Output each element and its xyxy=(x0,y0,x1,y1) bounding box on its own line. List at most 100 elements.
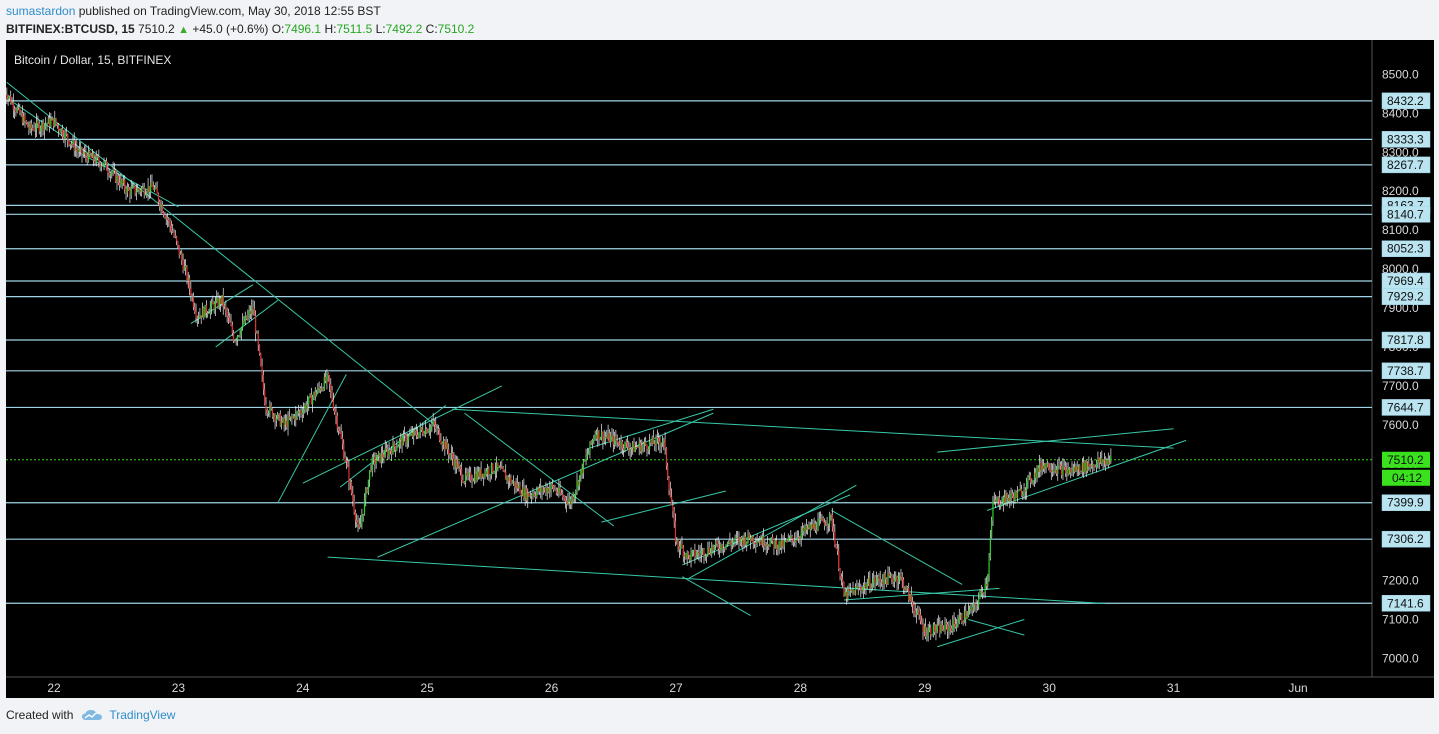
candle-body xyxy=(762,535,765,547)
candle-body xyxy=(835,544,837,549)
candle-body xyxy=(593,438,595,441)
candle-body xyxy=(271,408,274,418)
candle-body xyxy=(839,569,841,577)
candle-body xyxy=(85,152,87,157)
candle-body xyxy=(915,612,918,616)
candle-body xyxy=(1110,456,1112,461)
candle-body xyxy=(537,487,539,492)
candle-body xyxy=(458,464,460,467)
candle-body xyxy=(531,495,533,497)
candle-body xyxy=(617,441,620,446)
candle-body xyxy=(341,438,344,445)
candle-body xyxy=(621,441,623,449)
candle-body xyxy=(451,452,454,459)
candle-body xyxy=(37,121,39,124)
candle-body xyxy=(601,432,603,438)
author-link[interactable]: sumastardon xyxy=(6,4,76,18)
candle-body xyxy=(1061,465,1063,476)
candle-body xyxy=(937,623,940,625)
candle-body xyxy=(781,539,783,548)
candle-body xyxy=(940,624,942,633)
candle-body xyxy=(545,487,547,493)
candle-body xyxy=(558,487,560,494)
tradingview-link[interactable]: TradingView xyxy=(109,708,176,722)
candle-body xyxy=(471,480,473,482)
level-price-label: 7644.7 xyxy=(1387,400,1424,414)
candle-body xyxy=(514,481,516,488)
candle-body xyxy=(165,217,167,219)
candle-body xyxy=(376,454,379,461)
candle-body xyxy=(956,624,958,627)
candle-body xyxy=(625,441,627,443)
candle-body xyxy=(168,219,170,221)
candle-body xyxy=(740,537,743,540)
candle-body xyxy=(213,303,215,310)
candle-body xyxy=(163,212,165,215)
candle-body xyxy=(760,540,762,545)
candle-body xyxy=(1101,457,1103,463)
candle-body xyxy=(720,544,722,551)
candle-body xyxy=(656,437,658,439)
candle-body xyxy=(166,217,169,220)
candle-body xyxy=(963,611,966,623)
candle-body xyxy=(139,190,141,192)
candle-body xyxy=(934,624,936,633)
candle-body xyxy=(1084,460,1086,472)
candle-body xyxy=(494,470,496,473)
candle-body xyxy=(143,187,145,195)
level-price-tag xyxy=(1381,288,1431,305)
candle-body xyxy=(838,550,840,570)
candle-body xyxy=(690,552,692,561)
candle-body xyxy=(1073,467,1076,472)
candle-body xyxy=(788,538,791,540)
candle-body xyxy=(249,311,252,315)
candle-body xyxy=(174,235,176,237)
candle-body xyxy=(742,539,744,545)
price-chart[interactable]: Bitcoin / Dollar, 15, BITFINEX 7000.0 7100… xyxy=(6,40,1434,698)
candle-body xyxy=(861,589,863,592)
candle-body xyxy=(1094,466,1096,468)
candle-body xyxy=(794,539,796,542)
candle-body xyxy=(236,335,239,341)
candle-body xyxy=(660,443,662,446)
candle-body xyxy=(414,429,416,431)
level-price-label: 8140.7 xyxy=(1387,207,1424,221)
candle-body xyxy=(296,411,298,413)
candle-body xyxy=(150,182,152,192)
candle-body xyxy=(385,448,388,450)
candle-body xyxy=(998,497,1001,506)
candle-body xyxy=(266,410,268,414)
candle-body xyxy=(160,204,162,207)
candle-body xyxy=(155,187,157,189)
candle-body xyxy=(949,626,951,628)
candle-body xyxy=(325,376,327,381)
y-tick-label: 7100.0 xyxy=(1382,612,1419,626)
candle-body xyxy=(1059,464,1061,466)
candle-body xyxy=(117,175,119,183)
candle-body xyxy=(426,428,428,433)
candle-body xyxy=(131,186,134,188)
candle-body xyxy=(917,610,919,613)
candle-body xyxy=(748,533,750,539)
candle-body xyxy=(518,485,520,489)
level-price-label: 7929.2 xyxy=(1387,290,1424,304)
candle-body xyxy=(401,437,403,446)
candle-body xyxy=(659,442,661,446)
candle-body xyxy=(312,397,314,405)
level-price-label: 8052.3 xyxy=(1387,242,1424,256)
candle-body xyxy=(177,241,179,246)
candle-body xyxy=(244,316,246,324)
candle-body xyxy=(54,118,56,127)
candle-body xyxy=(615,436,617,441)
candle-body xyxy=(1070,468,1072,473)
candle-body xyxy=(914,611,916,616)
candle-body xyxy=(893,578,896,582)
candle-body xyxy=(729,540,731,543)
candle-body xyxy=(38,123,40,132)
candle-body xyxy=(670,496,673,506)
candle-body xyxy=(477,471,480,477)
candle-body xyxy=(984,583,986,593)
chart-panel[interactable]: Bitcoin / Dollar, 15, BITFINEX 7000.0 7100… xyxy=(6,40,1434,698)
candle-body xyxy=(1058,464,1060,466)
candle-body xyxy=(902,579,905,590)
